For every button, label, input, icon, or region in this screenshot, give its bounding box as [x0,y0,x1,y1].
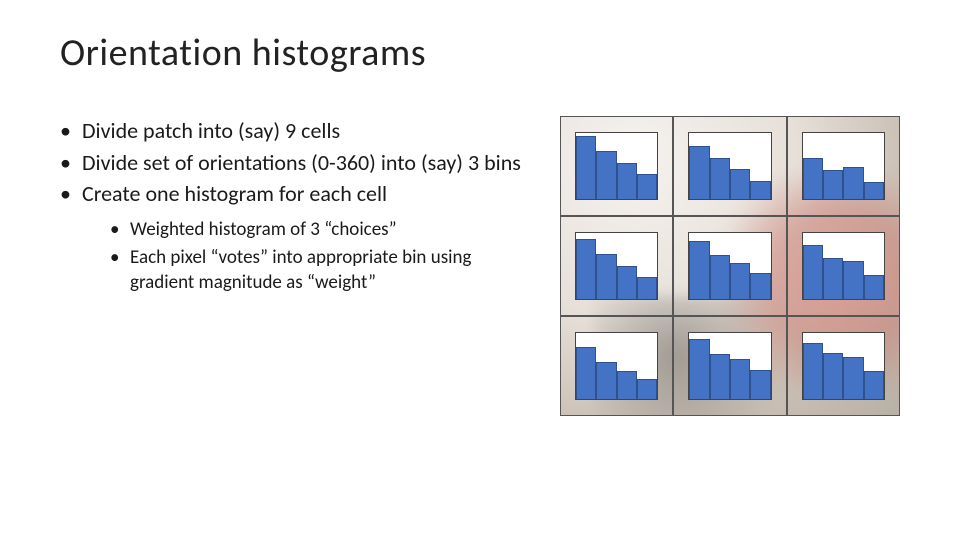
histogram-bar [730,169,750,199]
histogram-bar [803,158,823,199]
histogram-bar [576,136,596,199]
grid-cell [787,316,900,416]
histogram-bar [689,241,709,300]
cell-histogram [575,132,658,201]
histogram-bar [823,170,843,199]
cell-grid [560,116,900,416]
histogram-bar [637,174,657,199]
histogram-bar [576,239,596,299]
cell-histogram [575,232,658,301]
histogram-bar [596,254,616,299]
sub-bullet-list: Weighted histogram of 3 “choices” Each p… [82,217,530,296]
grid-cell [673,116,786,216]
histogram-bar [617,371,637,399]
bullet-item: Divide set of orientations (0-360) into … [60,148,530,178]
histogram-bar [710,354,730,399]
histogram-bar [576,347,596,399]
histogram-bar [843,261,863,300]
histogram-bar [843,357,863,400]
grid-cell [560,316,673,416]
histogram-bar [637,277,657,300]
grid-cell [560,216,673,316]
histogram-bar [864,275,884,299]
text-column: Divide patch into (say) 9 cells Divide s… [60,116,530,416]
grid-cell [673,216,786,316]
histogram-bar [864,182,884,199]
grid-cell [787,116,900,216]
histogram-bar [617,163,637,200]
bullet-list: Divide patch into (say) 9 cells Divide s… [60,116,530,296]
cell-histogram [688,232,771,301]
histogram-bar [637,379,657,399]
slide-title: Orientation histograms [60,30,900,76]
histogram-bar [730,263,750,299]
cell-histogram [575,332,658,401]
grid-cell [560,116,673,216]
histogram-bar [689,339,709,399]
histogram-bar [803,343,823,399]
histogram-bar [596,362,616,399]
histogram-bar [689,146,709,199]
histogram-bar [823,258,843,299]
cell-histogram [802,332,886,401]
bullet-item: Divide patch into (say) 9 cells [60,116,530,146]
grid-cell [787,216,900,316]
histogram-bar [617,266,637,299]
histogram-bar [750,370,770,399]
grid-cell [673,316,786,416]
figure-column [560,116,900,416]
histogram-bar [803,245,823,300]
content-row: Divide patch into (say) 9 cells Divide s… [60,116,900,416]
cell-histogram [802,132,886,201]
histogram-bar [823,353,843,400]
bullet-item: Create one histogram for each cell Weigh… [60,179,530,296]
cell-histogram [688,132,771,201]
slide: Orientation histograms Divide patch into… [0,0,960,540]
cell-histogram [802,232,886,301]
cell-histogram [688,332,771,401]
histogram-bar [864,371,884,399]
histogram-bar [750,181,770,200]
sub-bullet-item: Weighted histogram of 3 “choices” [110,217,530,243]
sub-bullet-item: Each pixel “votes” into appropriate bin … [110,245,530,296]
histogram-bar [710,255,730,299]
histogram-grid-figure [560,116,900,416]
histogram-bar [730,359,750,399]
bullet-text: Create one histogram for each cell [82,180,387,207]
histogram-bar [710,158,730,199]
histogram-bar [596,151,616,199]
histogram-bar [843,167,863,199]
histogram-bar [750,273,770,300]
